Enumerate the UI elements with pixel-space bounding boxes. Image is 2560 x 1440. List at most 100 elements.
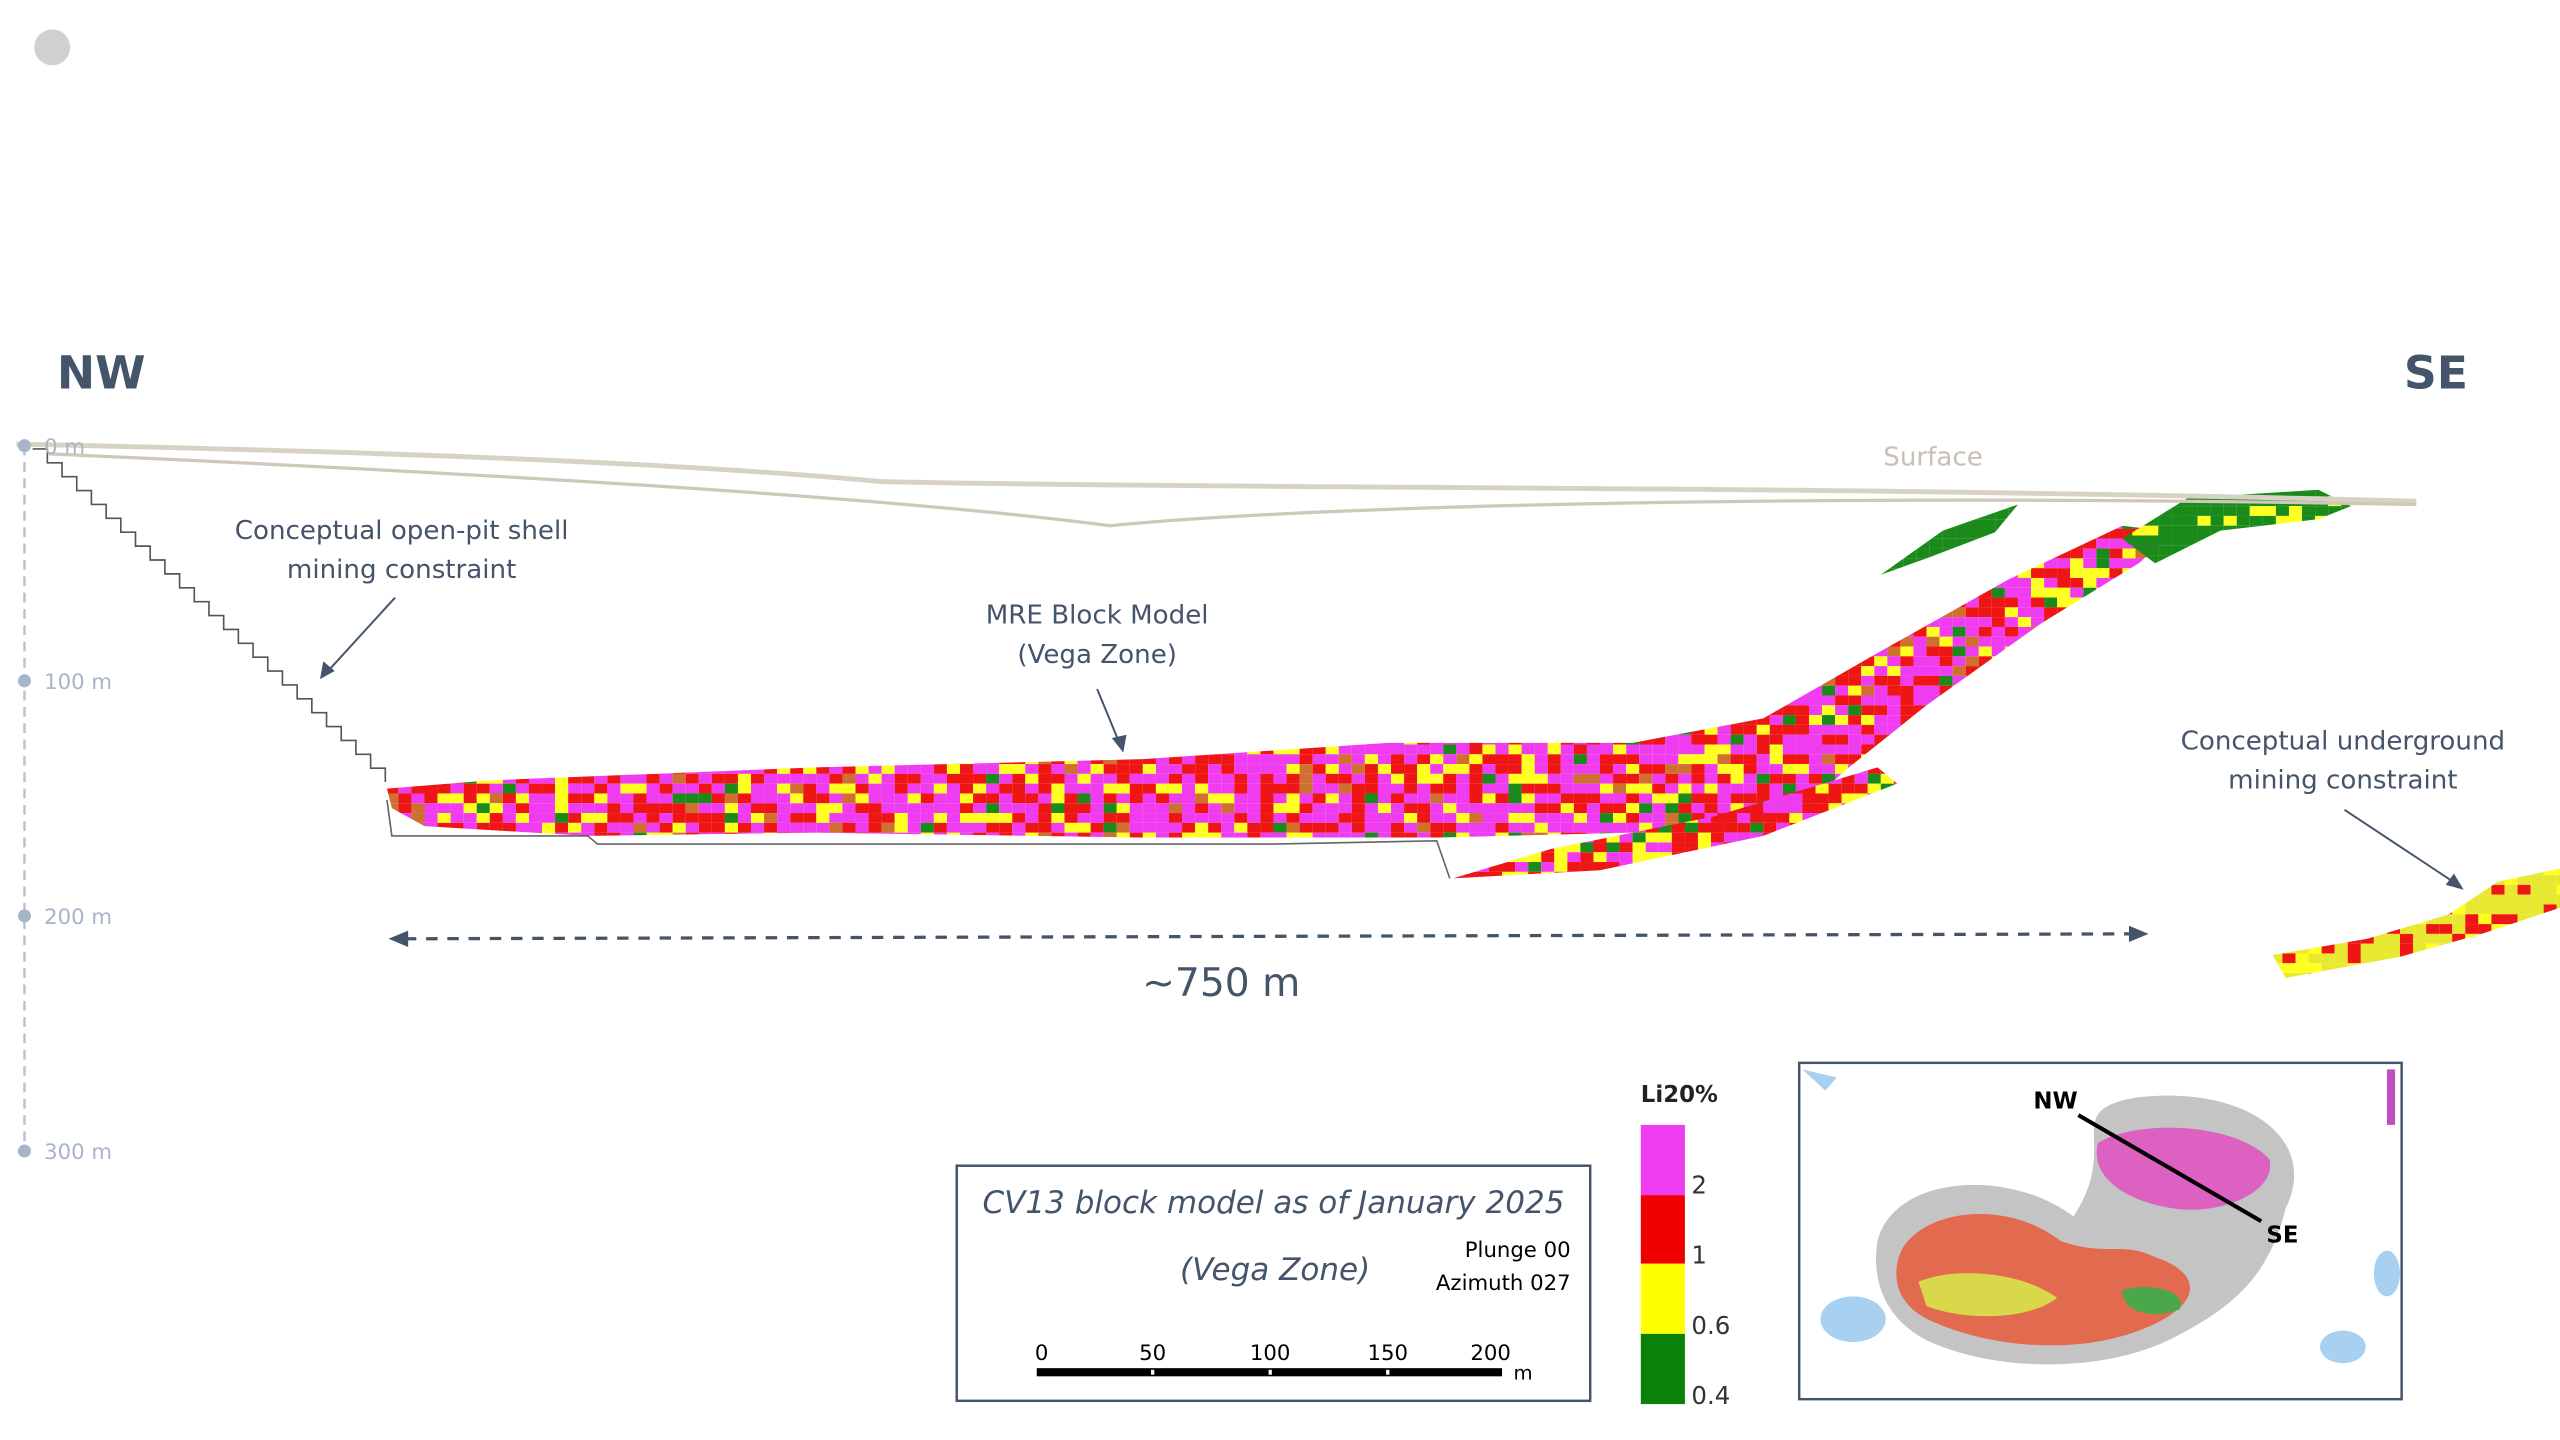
block (1012, 822, 1026, 833)
block (594, 568, 608, 578)
block (2109, 715, 2123, 725)
block (711, 666, 725, 676)
block (1521, 734, 1535, 745)
block (1364, 773, 1378, 784)
block (1573, 636, 1587, 647)
block (1887, 607, 1901, 618)
block (1495, 724, 1509, 735)
block (2135, 793, 2149, 804)
block (1417, 577, 1431, 588)
block (986, 525, 1000, 529)
block (1155, 822, 1169, 833)
block (1208, 656, 1222, 667)
block (1195, 773, 1209, 784)
block (1012, 675, 1026, 686)
block (894, 646, 908, 657)
block (764, 734, 778, 745)
block (476, 734, 490, 745)
block (698, 525, 712, 529)
block (1887, 587, 1901, 598)
block (555, 666, 569, 676)
block (1743, 577, 1757, 588)
block (1012, 548, 1026, 559)
block (1991, 607, 2005, 618)
block (1822, 832, 1836, 838)
block (973, 558, 987, 569)
block (1260, 528, 1274, 539)
block (1260, 685, 1274, 696)
block (1482, 734, 1496, 745)
block (463, 617, 477, 627)
block (1586, 656, 1600, 667)
block (1417, 822, 1431, 833)
block (685, 607, 699, 618)
block (450, 793, 464, 804)
block (568, 548, 582, 559)
block (1586, 597, 1600, 608)
block (803, 803, 817, 814)
block (1815, 822, 1829, 833)
block (1861, 626, 1875, 637)
block (1567, 852, 1581, 863)
block (881, 636, 895, 647)
block (542, 705, 556, 716)
block (620, 538, 634, 549)
block (1482, 715, 1496, 725)
block (424, 715, 438, 725)
block (424, 832, 438, 838)
block (1808, 773, 1823, 784)
block (2122, 675, 2136, 686)
block (1208, 587, 1222, 598)
block (1743, 626, 1757, 637)
block (1273, 607, 1287, 618)
block (2096, 705, 2110, 716)
block (751, 695, 765, 706)
block (1391, 773, 1405, 784)
block (2096, 754, 2110, 765)
block (2096, 724, 2110, 735)
block (711, 685, 725, 696)
block (1534, 715, 1548, 725)
block (842, 715, 856, 725)
block (973, 636, 987, 647)
block (1482, 695, 1496, 706)
block (946, 783, 960, 794)
block (1613, 724, 1627, 735)
block (920, 803, 934, 814)
block (1260, 793, 1274, 804)
block (1652, 744, 1666, 755)
block (1880, 509, 1891, 520)
block (2017, 744, 2032, 755)
block (685, 568, 699, 578)
block (1312, 568, 1326, 578)
block (1273, 597, 1287, 608)
block (1168, 793, 1183, 804)
block (1364, 695, 1378, 706)
block (1364, 656, 1378, 667)
block (1887, 626, 1901, 637)
block (633, 715, 647, 725)
block (1247, 695, 1261, 706)
block (1495, 734, 1509, 745)
block (842, 744, 856, 755)
block (973, 626, 987, 637)
block (1822, 734, 1836, 745)
block (1619, 871, 1633, 879)
block (1182, 724, 1196, 735)
block (1208, 577, 1222, 588)
block (659, 617, 673, 627)
block (881, 705, 895, 716)
block (581, 646, 595, 657)
block (764, 675, 778, 686)
block (2017, 715, 2032, 725)
block (1652, 587, 1666, 598)
block (1586, 587, 1600, 598)
block (724, 705, 738, 716)
block (1273, 744, 1287, 755)
block (542, 754, 556, 765)
block (986, 754, 1000, 765)
block (1750, 871, 1764, 879)
block (1795, 568, 1809, 578)
block (633, 666, 647, 676)
block (450, 803, 464, 814)
